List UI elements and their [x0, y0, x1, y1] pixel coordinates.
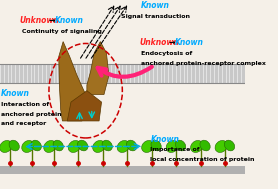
Text: anchored protein-receptor complex: anchored protein-receptor complex [141, 61, 265, 66]
Polygon shape [67, 91, 101, 121]
Text: Importance of: Importance of [150, 147, 200, 152]
Ellipse shape [175, 140, 186, 151]
Ellipse shape [44, 140, 56, 153]
Text: Known: Known [55, 16, 84, 25]
Text: Known: Known [175, 38, 204, 47]
Text: Endocytosis of: Endocytosis of [141, 51, 192, 56]
Ellipse shape [166, 140, 178, 153]
FancyBboxPatch shape [0, 64, 245, 83]
Text: Unknown: Unknown [19, 16, 59, 25]
Text: and receptor: and receptor [1, 121, 46, 126]
Text: Unknown: Unknown [140, 38, 179, 47]
Ellipse shape [0, 140, 12, 153]
Ellipse shape [93, 140, 105, 153]
Ellipse shape [9, 140, 19, 151]
Ellipse shape [215, 140, 227, 153]
Ellipse shape [151, 140, 161, 151]
Ellipse shape [224, 140, 235, 151]
Ellipse shape [126, 140, 137, 151]
Text: Interaction of: Interaction of [1, 102, 49, 107]
Ellipse shape [22, 140, 34, 153]
Text: Continuity of signaling: Continuity of signaling [22, 29, 102, 34]
Ellipse shape [142, 140, 154, 153]
Text: Known: Known [150, 135, 179, 144]
Ellipse shape [117, 140, 130, 153]
Text: →: → [48, 16, 55, 25]
Ellipse shape [68, 140, 81, 153]
Text: local concentration of protein: local concentration of protein [150, 157, 255, 162]
Ellipse shape [102, 140, 112, 151]
Text: Known: Known [141, 1, 170, 10]
Polygon shape [87, 42, 109, 94]
Text: Known: Known [1, 89, 30, 98]
Text: Signal transduction: Signal transduction [121, 14, 190, 19]
FancyBboxPatch shape [0, 166, 245, 174]
Ellipse shape [31, 140, 41, 151]
Ellipse shape [191, 140, 203, 153]
Polygon shape [59, 42, 86, 121]
Text: anchored protein: anchored protein [1, 112, 62, 116]
Ellipse shape [53, 140, 63, 151]
Ellipse shape [78, 140, 88, 151]
Ellipse shape [200, 140, 210, 151]
Text: →: → [168, 38, 175, 47]
